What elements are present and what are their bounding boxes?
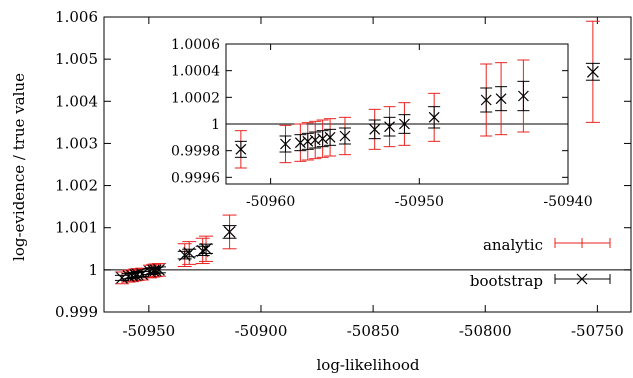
main-data-point bbox=[153, 263, 165, 276]
main-y-tick-label: 0.999 bbox=[55, 303, 98, 321]
main-data-point bbox=[586, 65, 599, 78]
main-data-point bbox=[200, 242, 212, 255]
main-data-point bbox=[147, 264, 160, 277]
inset-plot: -50960 -50950 -50940 0.9996 0.9998 1 1.0002 1.0… bbox=[171, 37, 593, 210]
inset-y-tick-label: 0.9996 bbox=[171, 170, 220, 186]
inset-background bbox=[226, 44, 568, 184]
y-axis-label: log-evidence / true value bbox=[10, 73, 28, 261]
inset-data-point bbox=[428, 111, 440, 123]
inset-y-tick-label: 0.9998 bbox=[171, 144, 220, 160]
inset-series-bootstrap bbox=[234, 80, 530, 158]
inset-x-tick-label: -50950 bbox=[395, 194, 444, 210]
main-x-tick-label: -50850 bbox=[347, 322, 400, 340]
inset-data-point bbox=[280, 138, 291, 150]
inset-x-tick-label: -50960 bbox=[246, 194, 295, 210]
main-y-tick-label: 1.003 bbox=[55, 134, 98, 152]
inset-data-point bbox=[399, 118, 410, 130]
inset-data-point bbox=[384, 121, 395, 133]
inset-y-tick-label: 1.0006 bbox=[171, 37, 220, 53]
main-x-tick-label: -50750 bbox=[571, 322, 624, 340]
main-y-tick-label: 1 bbox=[88, 261, 98, 279]
inset-data-point bbox=[495, 93, 507, 105]
main-y-tick-label: 1.004 bbox=[55, 92, 98, 110]
inset-data-point bbox=[339, 130, 351, 142]
main-y-tick-label: 1.006 bbox=[55, 8, 98, 26]
legend: analytic bootstrap bbox=[470, 236, 611, 290]
main-data-point bbox=[223, 226, 236, 238]
main-x-tick-label: -50950 bbox=[122, 322, 175, 340]
main-series-bootstrap bbox=[114, 62, 600, 284]
main-data-point bbox=[196, 244, 209, 257]
main-data-point bbox=[131, 268, 144, 281]
inset-x-tick-label: -50940 bbox=[543, 194, 592, 210]
inset-data-point bbox=[517, 90, 529, 102]
legend-label-bootstrap: bootstrap bbox=[470, 272, 543, 290]
inset-y-tick-label: 1.0002 bbox=[171, 90, 220, 106]
main-plot: -50950 -50900 -50850 -50800 -50750 0.999 1 1.00… bbox=[55, 8, 632, 340]
inset-y-tick-label: 1.0004 bbox=[171, 64, 220, 80]
main-data-point bbox=[183, 247, 196, 259]
main-data-point bbox=[136, 268, 149, 280]
main-x-tick-label: -50900 bbox=[235, 322, 288, 340]
inset-data-point bbox=[324, 131, 336, 143]
legend-sample-bootstrap-marker bbox=[576, 273, 588, 285]
main-x-tick-label: -50800 bbox=[459, 322, 512, 340]
x-axis-label: log-likelihood bbox=[317, 356, 420, 374]
legend-label-analytic: analytic bbox=[483, 236, 543, 254]
main-data-point bbox=[149, 264, 162, 277]
inset-series-analytic bbox=[234, 59, 530, 169]
main-y-tick-label: 1.005 bbox=[55, 50, 98, 68]
main-data-point bbox=[116, 271, 128, 284]
inset-y-tick-label: 1 bbox=[211, 117, 220, 133]
inset-data-point bbox=[235, 143, 247, 155]
inset-frame bbox=[225, 43, 569, 185]
main-y-tick-label: 1.002 bbox=[55, 177, 98, 195]
inset-data-point bbox=[480, 94, 492, 106]
main-y-tick-label: 1.001 bbox=[55, 219, 98, 237]
main-frame bbox=[103, 16, 632, 313]
inset-data-point bbox=[369, 123, 381, 135]
